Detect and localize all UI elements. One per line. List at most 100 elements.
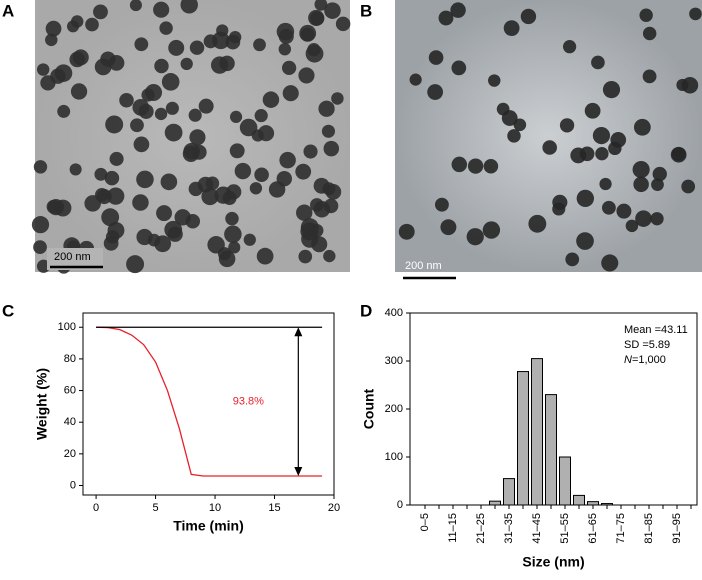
particle <box>591 55 605 70</box>
y-tick-label: 300 <box>385 355 403 367</box>
particle <box>324 2 341 19</box>
panel-label: C <box>2 301 14 320</box>
particle <box>134 37 149 52</box>
particle <box>434 197 449 212</box>
particle <box>335 16 351 32</box>
particle <box>105 115 124 134</box>
y-tick-label: 60 <box>64 384 76 396</box>
particle <box>650 212 664 226</box>
particle <box>308 9 325 26</box>
particle <box>164 123 183 142</box>
y-axis-title: Count <box>361 388 377 429</box>
particle <box>616 203 632 219</box>
particle <box>625 219 639 233</box>
x-tick-label: 21–25 <box>475 513 487 544</box>
particle <box>229 143 245 159</box>
particle <box>565 252 580 267</box>
particle <box>483 158 499 174</box>
particle <box>33 160 48 174</box>
y-tick-label: 200 <box>385 403 403 415</box>
x-tick-label: 71–75 <box>615 513 627 544</box>
particle <box>295 163 312 180</box>
particles <box>31 0 351 274</box>
particle <box>243 233 256 246</box>
particle <box>216 24 229 37</box>
particle <box>101 208 120 227</box>
particle <box>488 74 501 87</box>
particle <box>450 2 466 18</box>
particle <box>256 247 274 265</box>
particle <box>670 146 687 163</box>
particle <box>652 166 667 182</box>
particle <box>501 110 518 126</box>
particle <box>254 167 269 183</box>
y-tick-label: 0 <box>70 479 76 491</box>
tem-image <box>395 0 702 272</box>
particle <box>633 176 649 193</box>
particle <box>109 151 124 166</box>
particle <box>296 204 313 221</box>
x-tick-label: 0 <box>93 502 99 514</box>
particle <box>36 63 50 76</box>
y-tick-label: 20 <box>64 448 76 460</box>
particle <box>482 221 501 239</box>
line <box>96 326 323 477</box>
panel-label: A <box>2 1 14 20</box>
particle <box>467 158 484 174</box>
particle <box>69 163 82 176</box>
bar <box>559 456 571 506</box>
particle <box>45 20 62 37</box>
x-tick-label: 15 <box>268 502 280 514</box>
particle <box>36 259 51 273</box>
particle <box>154 107 168 121</box>
particle <box>552 202 566 216</box>
bar <box>601 503 613 506</box>
particle <box>632 161 650 179</box>
particle <box>108 55 125 71</box>
particle <box>321 124 336 138</box>
particle <box>279 151 296 169</box>
particle <box>229 110 243 123</box>
particle <box>165 101 179 115</box>
particle <box>69 51 86 68</box>
particle <box>584 102 601 119</box>
arrow-head <box>294 327 303 337</box>
particle <box>94 167 108 181</box>
particle <box>107 221 125 239</box>
x-tick-label: 61–65 <box>587 513 599 544</box>
particle <box>318 100 335 117</box>
bar <box>587 501 599 506</box>
particle <box>466 228 484 246</box>
particle <box>689 7 702 21</box>
particle <box>298 249 313 264</box>
particle <box>313 200 331 218</box>
particle <box>249 182 263 195</box>
particle <box>93 4 108 20</box>
x-tick-label: 81–85 <box>643 513 655 544</box>
particle <box>33 240 47 254</box>
particle <box>160 173 178 191</box>
particle <box>610 132 627 148</box>
particle <box>107 187 125 205</box>
particle <box>119 92 134 108</box>
particle <box>298 67 315 84</box>
particle <box>314 0 328 11</box>
particle <box>136 228 153 246</box>
particle <box>168 39 185 56</box>
particle <box>635 210 652 227</box>
particle <box>182 145 200 162</box>
particle <box>576 232 594 250</box>
particle <box>167 226 183 242</box>
y-axis-title: Weight (%) <box>34 368 50 440</box>
particle <box>579 146 595 162</box>
x-axis-title: Size (nm) <box>522 554 584 570</box>
stat-text: SD =5.89 <box>624 339 670 351</box>
particle <box>576 189 594 208</box>
particle <box>154 235 172 253</box>
stat-value: SD =5.89 <box>624 339 670 351</box>
particle <box>132 194 149 211</box>
particle <box>562 40 577 54</box>
particle <box>254 109 268 123</box>
plot-frame <box>82 312 335 496</box>
particle <box>262 91 280 108</box>
